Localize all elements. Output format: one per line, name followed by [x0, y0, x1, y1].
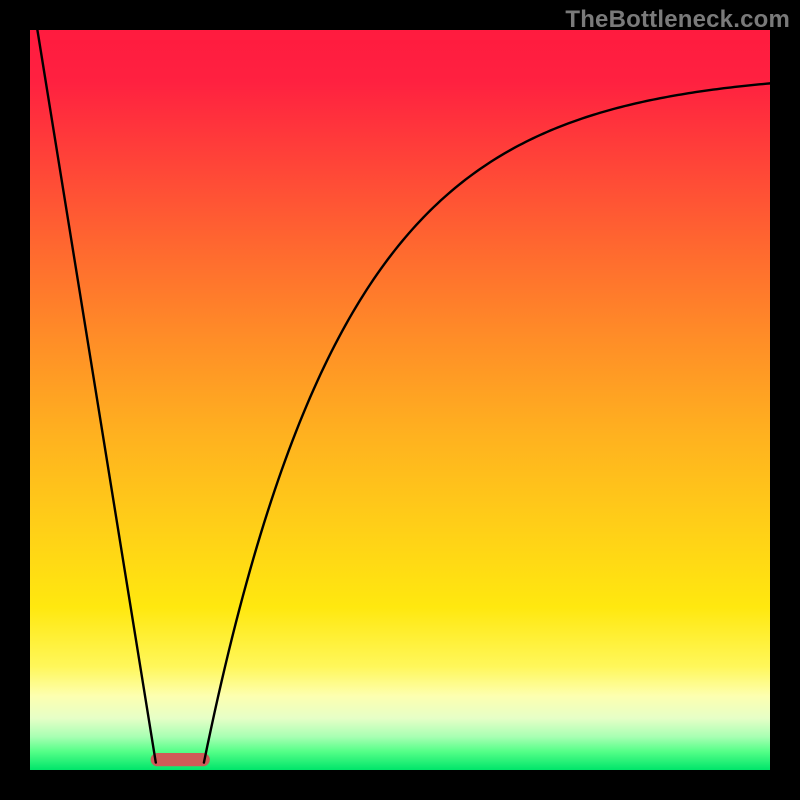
chart-container: TheBottleneck.com — [0, 0, 800, 800]
watermark-label: TheBottleneck.com — [565, 6, 790, 34]
bottleneck-marker — [151, 753, 210, 766]
bottleneck-chart — [0, 0, 800, 800]
